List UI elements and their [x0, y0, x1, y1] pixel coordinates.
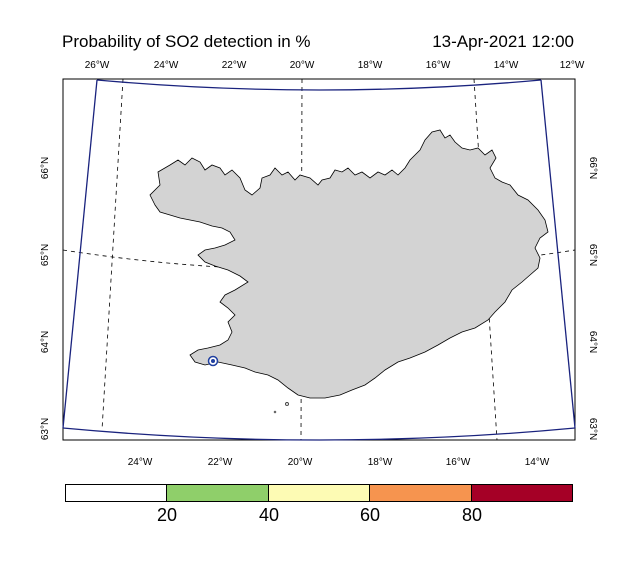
colorbar-box [66, 485, 168, 501]
lat-label-right: 65°N [587, 244, 598, 266]
lat-label-left: 65°N [40, 244, 51, 266]
colorbar-box [268, 485, 371, 501]
volcano-marker [207, 355, 219, 367]
lon-label-top: 26°W [85, 60, 110, 71]
lat-label-left: 64°N [40, 331, 51, 353]
domain-boundary [62, 79, 576, 441]
map-canvas: 26°W 24°W 22°W 20°W 18°W 16°W 14°W 12°W … [40, 60, 598, 468]
lat-label-left: 63°N [40, 418, 51, 440]
lon-label-bottom: 20°W [288, 457, 313, 468]
colorbar-label: 40 [258, 505, 280, 525]
lon-label-top: 14°W [494, 60, 519, 71]
colorbar-box [370, 485, 472, 501]
islet [285, 402, 289, 406]
colorbar-label: 60 [359, 505, 381, 525]
lon-label-bottom: 14°W [525, 457, 550, 468]
lon-label-top: 16°W [426, 60, 451, 71]
lat-label-right: 66°N [587, 157, 598, 179]
lon-label-bottom: 16°W [446, 457, 471, 468]
lon-label-bottom: 22°W [208, 457, 233, 468]
colorbar-label: 20 [156, 505, 178, 525]
colorbar-label: 80 [461, 505, 483, 525]
colorbar-box [167, 485, 269, 501]
map-title: Probability of SO2 detection in % [62, 32, 311, 51]
islet [273, 410, 277, 414]
colorbar-box [471, 485, 573, 501]
lat-label-right: 63°N [587, 418, 598, 440]
lon-label-top: 24°W [154, 60, 179, 71]
colorbar [65, 484, 573, 502]
lat-label-right: 64°N [587, 331, 598, 353]
lon-label-top: 12°W [560, 60, 585, 71]
lon-label-top: 18°W [358, 60, 383, 71]
lon-label-bottom: 24°W [128, 457, 153, 468]
lon-label-top: 22°W [222, 60, 247, 71]
lat-label-left: 66°N [40, 157, 51, 179]
map-timestamp: 13-Apr-2021 12:00 [432, 32, 574, 51]
lon-label-top: 20°W [290, 60, 315, 71]
iceland-landmass [149, 129, 549, 399]
lon-label-bottom: 18°W [368, 457, 393, 468]
